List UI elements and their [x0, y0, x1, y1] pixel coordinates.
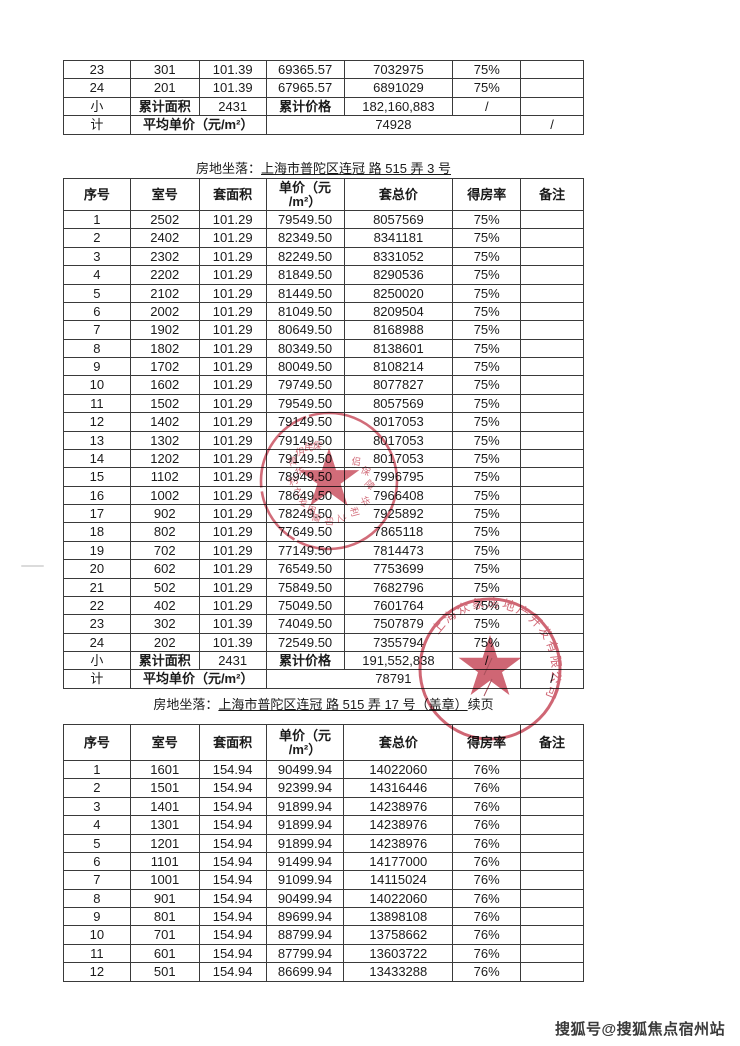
svg-text:印: 印 — [322, 515, 335, 526]
svg-text:之: 之 — [292, 485, 304, 499]
svg-text:上海众象房地产开发有限公司: 上海众象房地产开发有限公司 — [429, 595, 563, 703]
svg-text:侣: 侣 — [350, 455, 361, 468]
svg-text:利: 利 — [347, 505, 361, 517]
svg-text:保: 保 — [311, 439, 323, 453]
svg-text:保: 保 — [358, 463, 372, 478]
svg-text:华: 华 — [357, 494, 372, 508]
svg-text:章: 章 — [308, 511, 322, 524]
svg-text:之: 之 — [335, 513, 348, 524]
svg-text:障: 障 — [362, 477, 378, 493]
